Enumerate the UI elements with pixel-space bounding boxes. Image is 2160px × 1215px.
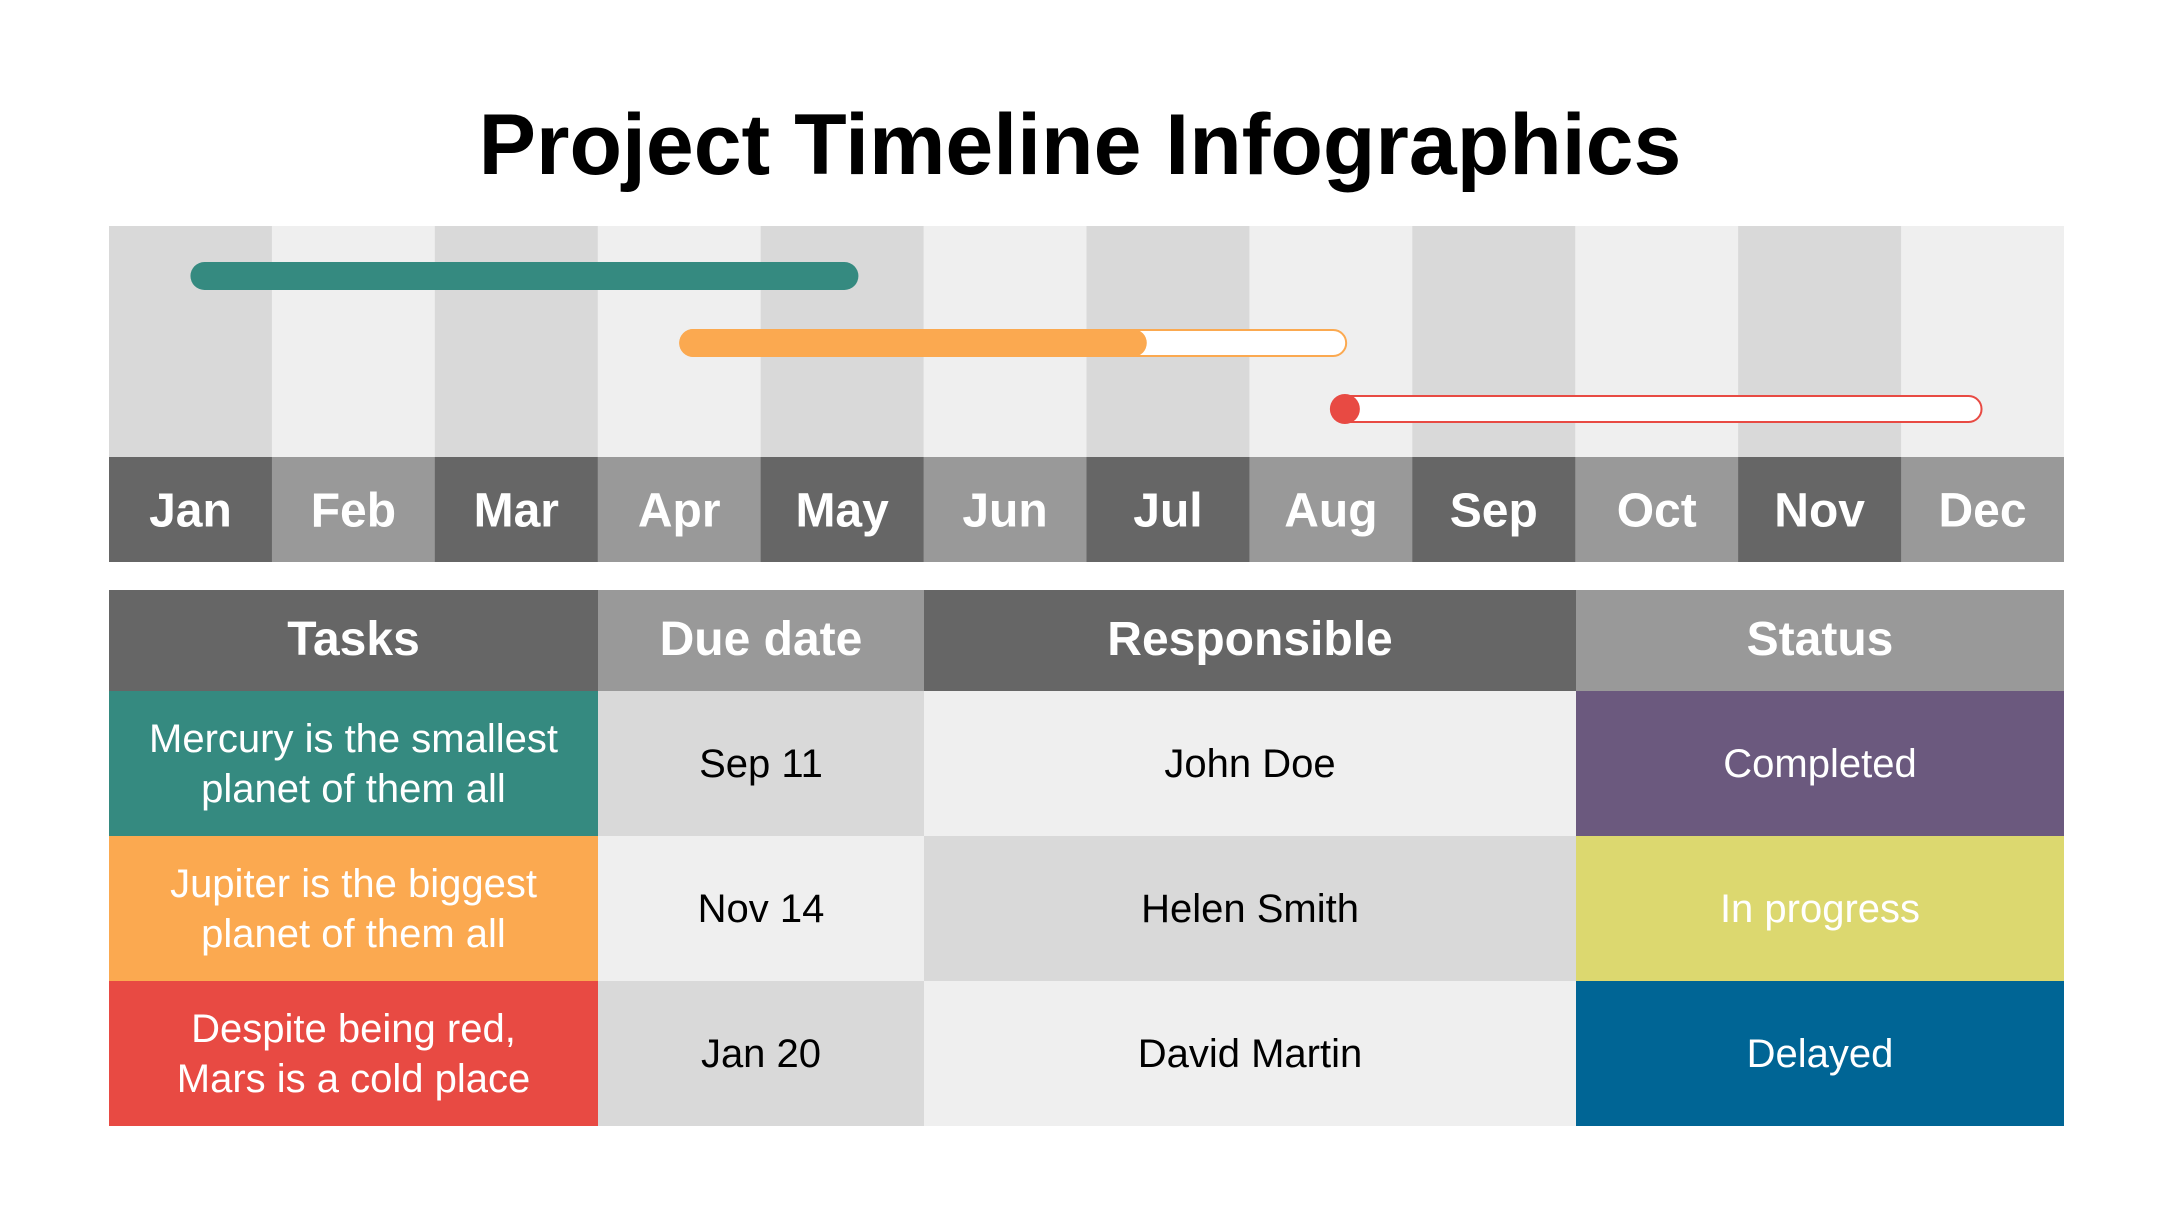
month-label-bg [597, 457, 762, 562]
responsible-cell: John Doe [924, 691, 1576, 836]
month-label: Mar [474, 485, 559, 538]
status-cell: Delayed [1576, 981, 2064, 1126]
responsible-cell: David Martin [924, 981, 1576, 1126]
task-text-line: Mars is a cold place [176, 1056, 531, 1101]
task-cell: Jupiter is the biggest planet of them al… [109, 836, 598, 981]
month-label: Jun [962, 485, 1047, 538]
page-title: Project Timeline Infographics [478, 97, 1682, 193]
task-cell: Despite being red, Mars is a cold place [109, 981, 598, 1126]
month-label: Dec [1939, 485, 2027, 538]
task-bar-start-dot [1329, 394, 1360, 424]
task-text-line: Despite being red, [191, 1006, 516, 1051]
month-label: Aug [1284, 485, 1377, 538]
timeline-chart: Jan Feb Mar Apr May Jun Jul Aug Sep Oct Nov Dec [109, 226, 2064, 562]
task-text-line: planet of them all [201, 911, 506, 956]
task-bar-progress [679, 329, 1147, 357]
month-column [271, 226, 436, 457]
due-date-cell: Nov 14 [598, 836, 924, 981]
header-due-date: Due date [598, 590, 924, 691]
month-column [109, 226, 273, 457]
header-responsible: Responsible [924, 590, 1576, 691]
month-label-bg [434, 457, 599, 562]
status-cell: Completed [1576, 691, 2064, 836]
month-label-bg [1249, 457, 1413, 562]
month-label: Nov [1774, 485, 1865, 538]
task-cell: Mercury is the smallest planet of them a… [109, 691, 598, 836]
month-label: Apr [638, 485, 721, 538]
month-label-bg [760, 457, 925, 562]
month-label-bg [1738, 457, 1902, 562]
month-label-bg [1901, 457, 2064, 562]
task-text-line: planet of them all [201, 766, 506, 811]
month-label-bg [271, 457, 436, 562]
month-label: Oct [1617, 485, 1697, 538]
month-label-bg [1412, 457, 1576, 562]
month-column [434, 226, 599, 457]
task-bar-track [1330, 395, 1983, 423]
task-text-line: Jupiter is the biggest [170, 861, 537, 906]
month-label: May [795, 485, 889, 538]
status-cell: In progress [1576, 836, 2064, 981]
timeline-svg: Jan Feb Mar Apr May Jun Jul Aug Sep Oct Nov Dec [109, 226, 2064, 562]
month-label-bg [923, 457, 1087, 562]
due-date-cell: Jan 20 [598, 981, 924, 1126]
month-label-bg [1086, 457, 1250, 562]
month-label: Sep [1450, 485, 1538, 538]
month-label-bg [109, 457, 273, 562]
header-tasks: Tasks [109, 590, 598, 691]
header-status: Status [1576, 590, 2064, 691]
responsible-cell: Helen Smith [924, 836, 1576, 981]
task-bar-progress [190, 262, 859, 290]
month-label: Jul [1133, 485, 1202, 538]
month-label: Jan [149, 485, 232, 538]
task-text-line: Mercury is the smallest [149, 716, 558, 761]
month-label: Feb [311, 485, 396, 538]
due-date-cell: Sep 11 [598, 691, 924, 836]
task-table: Tasks Due date Responsible Status Mercur… [109, 590, 2064, 1126]
month-label-bg [1575, 457, 1739, 562]
